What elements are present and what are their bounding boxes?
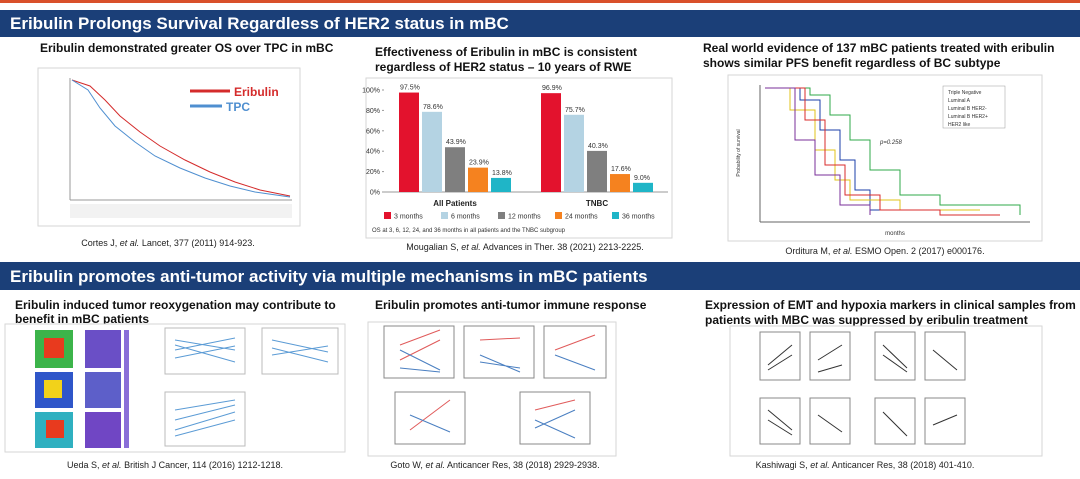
y-tick-label: 100% [362, 88, 380, 95]
legend-label: 24 months [565, 214, 598, 221]
bar [491, 177, 511, 192]
value-label: 40.3% [588, 143, 608, 150]
y-tick-label: 80% [366, 108, 380, 115]
bar [564, 114, 584, 192]
panel-heading: patients with MBC was suppressed by erib… [705, 313, 1028, 327]
panel-heading: Eribulin promotes anti-tumor immune resp… [375, 298, 647, 312]
legend-label: Luminal A [948, 98, 971, 104]
bar-chart: 0% 20% 40% 60% 80% 100% All Patients 97.5% 78.6%… [362, 77, 673, 239]
legend-label: HER2 like [948, 122, 970, 128]
y-tick-label: 0% [370, 190, 380, 197]
panel-heading: Real world evidence of 137 mBC patients … [703, 41, 1054, 55]
legend-swatch [441, 212, 448, 219]
citation: Kashiwagi S, et al. Anticancer Res, 38 (… [756, 460, 975, 470]
panel-heading: shows similar PFS benefit regardless of … [703, 56, 1001, 70]
y-axis-label: Probability of survival [736, 129, 742, 176]
panel-heading: regardless of HER2 status – 10 years of … [375, 60, 632, 74]
chart-footnote: OS at 3, 6, 12, 24, and 36 months in all… [372, 228, 566, 234]
legend-label: TPC [226, 100, 250, 114]
reoxygenation-figure [4, 323, 346, 453]
citation: Ueda S, et al. British J Cancer, 114 (20… [67, 460, 283, 470]
legend-label: Triple Negative [948, 90, 982, 96]
bar [445, 147, 465, 192]
legend-swatch [498, 212, 505, 219]
bar [399, 92, 419, 192]
legend-label: 3 months [394, 214, 423, 221]
p-value: p=0.258 [879, 140, 903, 146]
legend-label: 12 months [508, 214, 541, 221]
bar [633, 182, 653, 192]
legend-label: Luminal B HER2- [948, 106, 987, 112]
legend-label: 36 months [622, 214, 655, 221]
km-figure: Eribulin TPC [37, 67, 301, 227]
section-header [0, 10, 1080, 37]
citation: Cortes J, et al. Lancet, 377 (2011) 914-… [81, 238, 254, 248]
value-label: 9.0% [634, 175, 650, 182]
citation: Mougalian S, et al. Advances in Ther. 38… [406, 242, 644, 252]
bar [541, 93, 561, 192]
panel-heading: Expression of EMT and hypoxia markers in… [705, 298, 1076, 312]
section-title: Eribulin promotes anti-tumor activity vi… [10, 267, 648, 286]
value-label: 17.6% [611, 166, 631, 173]
pfs-figure: Triple Negative Luminal A Luminal B HER2… [727, 74, 1043, 242]
value-label: 96.9% [542, 85, 562, 92]
legend-label: Luminal B HER2+ [948, 114, 988, 120]
legend-label: 6 months [451, 214, 480, 221]
top-rule [0, 0, 1080, 3]
y-tick-label: 20% [366, 169, 380, 176]
panel-heading: Effectiveness of Eribulin in mBC is cons… [375, 45, 637, 59]
panel-heading: Eribulin induced tumor reoxygenation may… [15, 298, 336, 312]
value-label: 43.9% [446, 139, 466, 146]
emt-figure [729, 325, 1043, 457]
panel-heading: Eribulin demonstrated greater OS over TP… [40, 41, 334, 55]
x-tick-label: All Patients [433, 199, 477, 208]
panel-heading: benefit in mBC patients [15, 312, 149, 326]
legend-label: Eribulin [234, 85, 279, 99]
value-label: 78.6% [423, 104, 443, 111]
bar [587, 150, 607, 192]
value-label: 97.5% [400, 85, 420, 92]
bar [610, 174, 630, 192]
section-title: Eribulin Prolongs Survival Regardless of… [10, 14, 509, 33]
legend-swatch [612, 212, 619, 219]
legend-swatch [384, 212, 391, 219]
y-tick-label: 40% [366, 149, 380, 156]
y-tick-label: 60% [366, 128, 380, 135]
legend-swatch [555, 212, 562, 219]
x-axis-label: months [885, 231, 905, 237]
bar [422, 111, 442, 192]
citation: Orditura M, et al. ESMO Open. 2 (2017) e… [785, 246, 984, 256]
citation: Goto W, et al. Anticancer Res, 38 (2018)… [390, 460, 599, 470]
value-label: 23.9% [469, 160, 489, 167]
bar [468, 167, 488, 192]
immune-figure [367, 321, 617, 457]
value-label: 13.8% [492, 170, 512, 177]
x-tick-label: TNBC [586, 199, 608, 208]
section-header [0, 262, 1080, 290]
value-label: 75.7% [565, 107, 585, 114]
